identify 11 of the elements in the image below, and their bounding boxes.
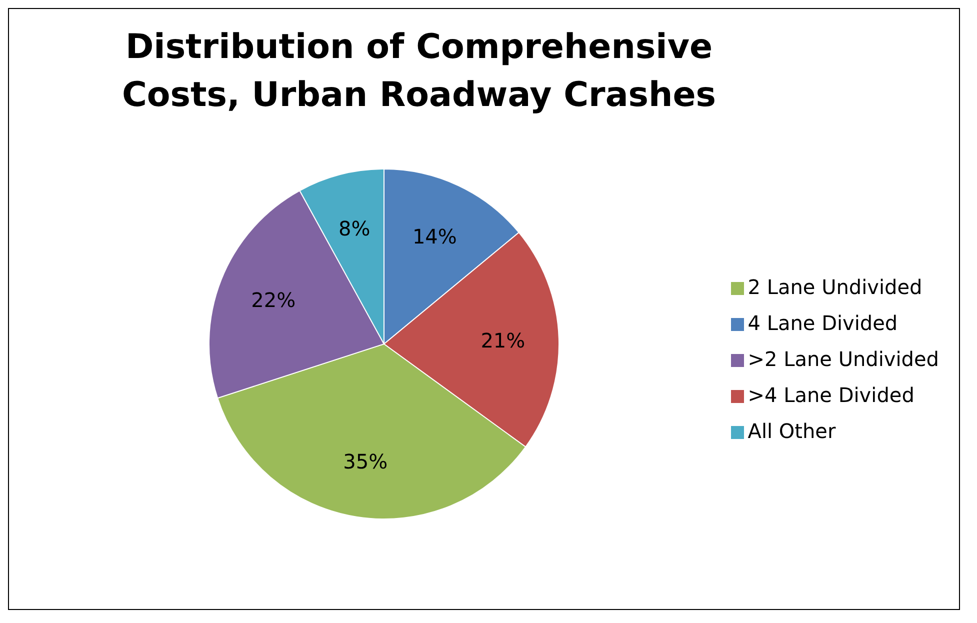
legend-label: 2 Lane Undivided	[748, 275, 922, 299]
data-label: 35%	[343, 450, 388, 474]
data-label: 22%	[251, 288, 296, 312]
legend-label: >2 Lane Undivided	[748, 347, 939, 371]
chart-title: Distribution of Comprehensive Costs, Urban Roadway Crashes	[120, 26, 718, 117]
data-label: 21%	[480, 328, 526, 352]
legend-label: >4 Lane Divided	[748, 383, 914, 407]
data-label: 8%	[338, 216, 370, 241]
legend-label: All Other	[748, 419, 836, 443]
data-label: 14%	[412, 224, 457, 248]
legend-label: 4 Lane Divided	[748, 311, 898, 335]
